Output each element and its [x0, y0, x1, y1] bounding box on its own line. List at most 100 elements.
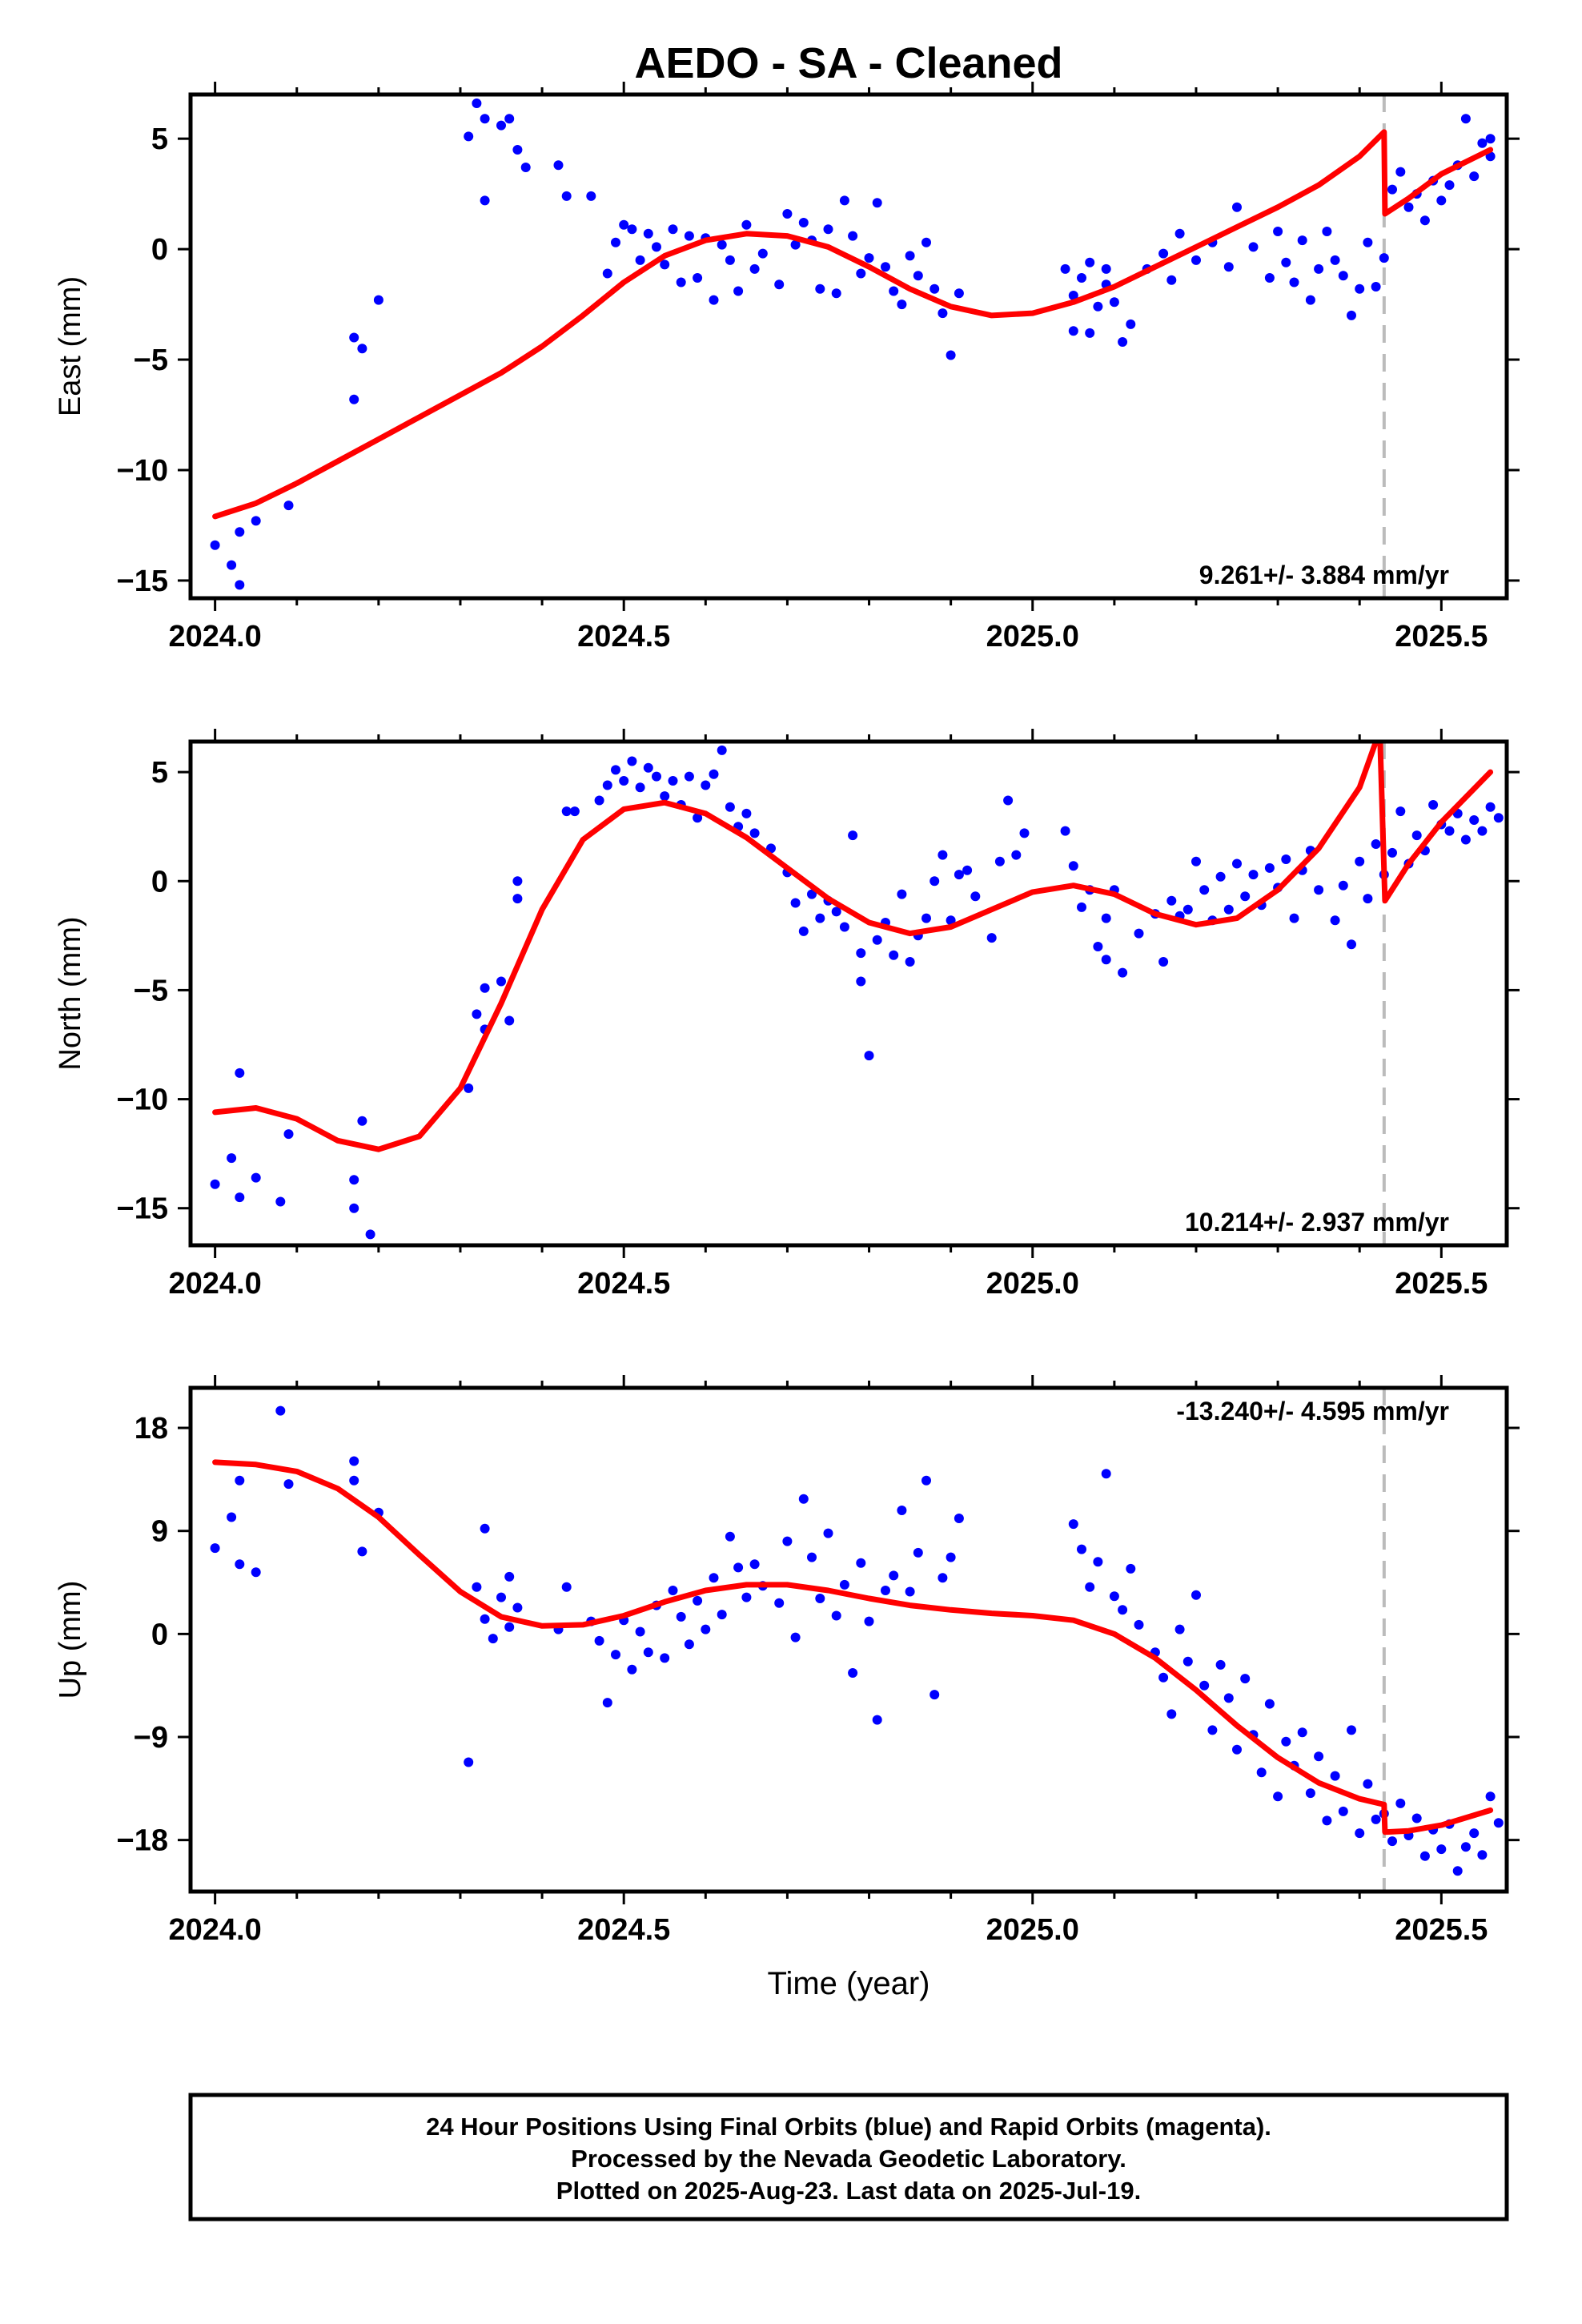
data-point	[1101, 955, 1111, 965]
x-tick-label: 2024.5	[577, 1913, 670, 1947]
data-point	[1003, 795, 1014, 806]
data-point	[1314, 885, 1324, 895]
data-point	[488, 1634, 498, 1644]
data-point	[774, 279, 785, 290]
data-point	[1101, 1469, 1111, 1479]
data-point	[905, 957, 915, 967]
model-curve	[212, 742, 1494, 1152]
data-point	[1371, 1814, 1381, 1824]
footer-line-3: Plotted on 2025-Aug-23. Last data on 202…	[556, 2177, 1141, 2205]
data-point	[602, 1698, 612, 1708]
data-point	[619, 219, 629, 230]
data-point	[1068, 861, 1078, 871]
data-point	[1371, 839, 1381, 849]
data-point	[1126, 319, 1136, 329]
data-point	[684, 231, 694, 241]
data-point	[921, 1475, 931, 1486]
data-point	[741, 219, 752, 230]
data-point	[1347, 310, 1356, 320]
data-point	[1191, 1590, 1201, 1600]
data-point	[725, 255, 735, 265]
data-point	[1322, 227, 1332, 236]
data-point	[480, 983, 490, 993]
data-point	[1395, 167, 1406, 177]
data-point	[1387, 847, 1397, 858]
data-point	[480, 114, 490, 124]
data-point	[790, 239, 801, 250]
data-point	[1444, 826, 1455, 836]
data-point	[798, 218, 809, 227]
data-point	[1395, 806, 1406, 817]
data-point	[1281, 854, 1291, 864]
data-point	[635, 1626, 645, 1637]
plot-area	[210, 99, 1496, 590]
data-point	[1419, 215, 1430, 226]
data-point	[848, 1668, 858, 1678]
data-point	[807, 1552, 817, 1562]
data-point	[1355, 283, 1365, 294]
data-point	[831, 907, 841, 917]
data-point	[1223, 1693, 1234, 1703]
data-point	[251, 1567, 261, 1578]
data-point	[210, 1179, 220, 1189]
x-tick-label: 2024.0	[169, 620, 262, 653]
data-point	[561, 1582, 572, 1592]
data-point	[1166, 275, 1177, 285]
data-point	[1223, 262, 1234, 272]
data-point	[889, 1570, 899, 1581]
data-point	[946, 915, 956, 926]
data-point	[594, 1635, 604, 1646]
data-point	[864, 1051, 874, 1061]
data-point	[235, 1192, 245, 1203]
data-point	[1314, 263, 1324, 274]
data-point	[1118, 967, 1128, 978]
data-point	[954, 288, 964, 299]
y-tick-label: −15	[117, 565, 168, 598]
data-point	[848, 830, 858, 841]
data-point	[660, 259, 670, 270]
data-point	[1199, 1680, 1210, 1691]
data-point	[1077, 1544, 1086, 1554]
panel-frame	[188, 739, 1509, 1248]
data-point	[1322, 1815, 1332, 1826]
data-point	[798, 926, 809, 936]
data-point	[881, 1586, 890, 1595]
data-point	[1093, 301, 1103, 312]
data-point	[1477, 1850, 1488, 1860]
data-point	[602, 268, 612, 279]
data-point	[1347, 1725, 1356, 1735]
data-point	[235, 527, 245, 537]
data-point	[357, 1116, 367, 1126]
y-tick-label: −10	[117, 454, 168, 488]
data-point	[1363, 237, 1373, 247]
data-point	[774, 1598, 785, 1608]
data-point	[872, 198, 882, 208]
data-point	[1355, 1828, 1365, 1839]
data-point	[1118, 1605, 1128, 1615]
data-point	[472, 99, 482, 108]
data-point	[815, 913, 825, 923]
data-point	[1093, 942, 1103, 951]
data-point	[464, 131, 474, 142]
data-point	[357, 1546, 367, 1557]
x-tick-label: 2025.0	[986, 1913, 1079, 1947]
data-point	[733, 286, 744, 296]
data-point	[889, 286, 899, 296]
data-point	[1085, 257, 1095, 267]
data-point	[1134, 928, 1144, 939]
data-point	[676, 1611, 686, 1622]
data-point	[1305, 1788, 1315, 1799]
data-point	[275, 1196, 286, 1207]
data-point	[643, 1647, 653, 1658]
data-point	[512, 894, 523, 904]
data-point	[725, 1531, 735, 1542]
data-point	[897, 889, 907, 899]
data-point	[1485, 802, 1496, 812]
data-point	[660, 1653, 670, 1663]
data-point	[717, 1610, 727, 1620]
data-point	[864, 1616, 874, 1626]
data-point	[881, 262, 890, 272]
data-point	[349, 1175, 359, 1185]
data-point	[227, 560, 237, 570]
